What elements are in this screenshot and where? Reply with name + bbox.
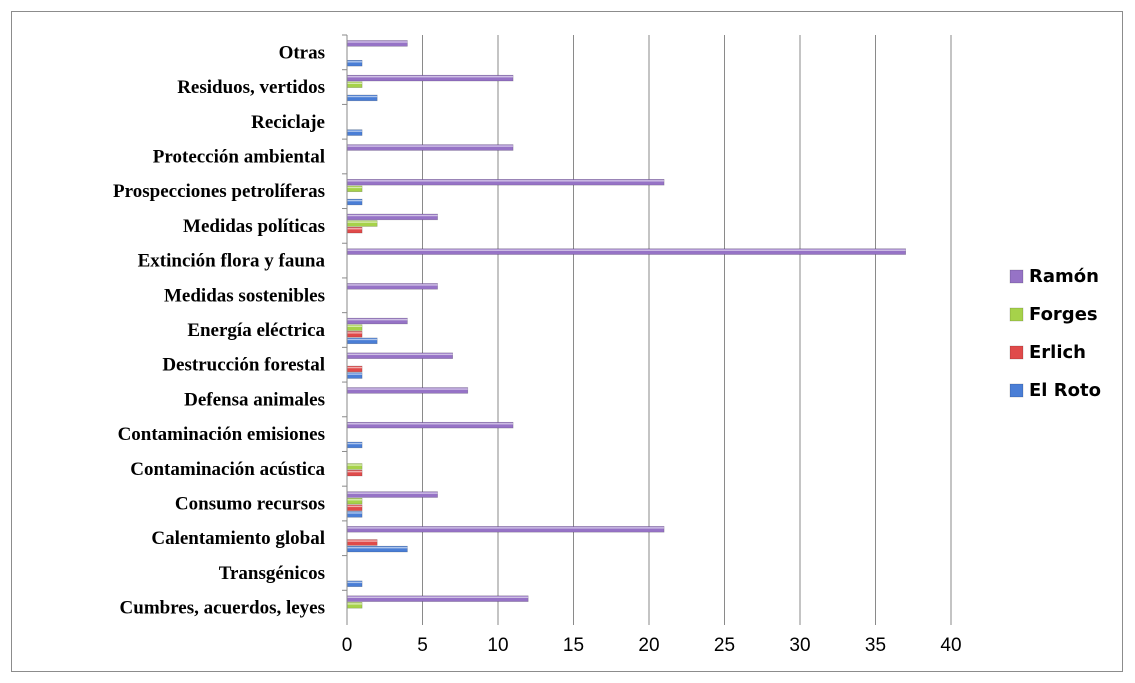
bar-highlight xyxy=(347,527,665,529)
category-label: Prospecciones petrolíferas xyxy=(113,181,325,202)
bars xyxy=(346,40,907,609)
x-tick-label-10: 10 xyxy=(487,635,508,656)
grid-lines xyxy=(422,35,952,625)
bar-highlight xyxy=(347,581,363,584)
legend-label-ramón: Ramón xyxy=(1029,266,1099,287)
bar-highlight xyxy=(347,318,408,321)
x-tick-label-5: 5 xyxy=(417,635,428,656)
bar-highlight xyxy=(347,199,363,202)
legend-label-erlich: Erlich xyxy=(1029,342,1086,363)
bar-highlight xyxy=(347,221,378,223)
bar-highlight xyxy=(347,41,408,43)
x-tick-label-15: 15 xyxy=(563,635,584,656)
bar-highlight xyxy=(347,540,378,542)
bar-highlight xyxy=(347,546,408,549)
x-tick-label-0: 0 xyxy=(342,635,353,656)
bar-highlight xyxy=(347,388,468,390)
bar-highlight xyxy=(347,61,363,63)
category-label: Calentamiento global xyxy=(151,528,325,549)
bar-highlight xyxy=(347,603,363,605)
bar-highlight xyxy=(347,180,665,182)
category-labels: Cumbres, acuerdos, leyes Transgénicos Cale… xyxy=(113,42,325,618)
category-label: Residuos, vertidos xyxy=(177,77,325,98)
legend-swatch-el-roto xyxy=(1009,383,1024,398)
category-label: Transgénicos xyxy=(219,563,325,584)
legend-label-forges: Forges xyxy=(1029,304,1098,325)
category-label: Medidas sostenibles xyxy=(164,285,325,306)
category-label: Otras xyxy=(279,42,325,63)
x-tick-label-35: 35 xyxy=(865,635,886,656)
bar-highlight xyxy=(347,505,363,508)
bar-highlight xyxy=(347,249,906,251)
bar-highlight xyxy=(347,284,438,286)
legend-swatch-forges xyxy=(1009,307,1024,322)
x-tick-label-25: 25 xyxy=(714,635,735,656)
bar-highlight xyxy=(347,373,363,375)
x-tick-label-30: 30 xyxy=(789,635,810,656)
legend-swatch-erlich xyxy=(1009,345,1024,360)
x-tick-labels: 0 5 10 15 20 25 30 35 40 xyxy=(342,635,962,656)
category-label: Medidas políticas xyxy=(183,216,325,237)
bar-highlight xyxy=(347,76,514,78)
category-label: Destrucción forestal xyxy=(162,355,325,376)
chart-frame xyxy=(11,11,1123,672)
category-label: Contaminación emisiones xyxy=(118,424,325,445)
bar-highlight xyxy=(347,442,363,445)
legend: Ramón Forges Erlich El Roto xyxy=(1009,266,1101,401)
x-tick-label-40: 40 xyxy=(940,635,961,656)
bar-highlight xyxy=(347,512,363,514)
bar-highlight xyxy=(347,332,363,334)
legend-swatch-ramón xyxy=(1009,269,1024,284)
bar-highlight xyxy=(347,95,378,98)
bar-highlight xyxy=(347,228,363,230)
bar-highlight xyxy=(347,423,514,425)
category-label: Defensa animales xyxy=(184,389,325,410)
category-label: Consumo recursos xyxy=(175,494,325,515)
bar-highlight xyxy=(347,325,363,327)
bar-highlight xyxy=(347,82,363,85)
legend-label-el-roto: El Roto xyxy=(1029,380,1101,401)
bar-highlight xyxy=(347,492,438,494)
bar-highlight xyxy=(347,186,363,189)
category-label: Contaminación acústica xyxy=(130,459,325,480)
bar-highlight xyxy=(347,499,363,501)
bar-highlight xyxy=(347,353,453,356)
bar-highlight xyxy=(347,596,529,598)
bar-highlight xyxy=(347,366,363,369)
category-label: Energía eléctrica xyxy=(187,320,325,341)
category-label: Extinción flora y fauna xyxy=(138,251,326,272)
bar-highlight xyxy=(347,338,378,341)
bar-highlight xyxy=(347,214,438,217)
x-tick-label-20: 20 xyxy=(638,635,659,656)
bar-highlight xyxy=(347,145,514,147)
bar-highlight xyxy=(347,470,363,473)
bar-highlight xyxy=(347,130,363,132)
category-label: Cumbres, acuerdos, leyes xyxy=(120,598,325,619)
axes xyxy=(342,34,348,625)
category-label: Reciclaje xyxy=(251,112,325,133)
bar-highlight xyxy=(347,464,363,466)
category-label: Protección ambiental xyxy=(153,146,325,167)
